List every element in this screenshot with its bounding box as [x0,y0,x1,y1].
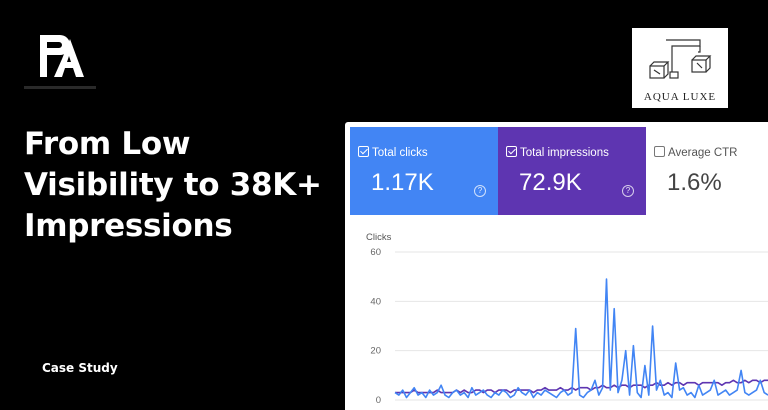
total-impressions-card[interactable]: Total impressions 72.9K ? [498,127,646,215]
average-ctr-value: 1.6% [667,169,722,196]
client-brand-name: AQUA LUXE [643,91,717,103]
total-impressions-value: 72.9K [519,169,582,196]
checkbox-icon[interactable] [358,146,369,157]
y-tick-label: 20 [370,346,381,357]
total-clicks-card[interactable]: Total clicks 1.17K ? [350,127,498,215]
client-logo: AQUA LUXE [632,28,728,108]
help-icon[interactable]: ? [474,185,486,197]
total-clicks-value: 1.17K [371,169,434,196]
total-clicks-label: Total clicks [372,147,428,159]
average-ctr-label: Average CTR [668,147,738,159]
headline: From Low Visibility to 38K+ Impressions [24,124,344,247]
total-impressions-label: Total impressions [520,147,609,159]
headline-line-2: Visibility to 38K+ [24,167,322,203]
headline-line-1: From Low [24,126,191,162]
y-axis-title: Clicks [366,232,392,243]
y-tick-label: 40 [370,296,381,307]
average-ctr-card[interactable]: Average CTR 1.6% [646,127,768,215]
logo-tagline [24,86,96,89]
checkbox-icon[interactable] [506,146,517,157]
clicks-series-line [394,278,768,399]
headline-line-3: Impressions [24,208,233,244]
y-tick-label: 60 [370,247,381,258]
y-tick-label: 0 [376,395,381,406]
faucet-icon [649,39,712,79]
checkbox-icon[interactable] [654,146,665,157]
search-console-panel: Total clicks 1.17K ? Total impressions 7… [345,122,768,410]
help-icon[interactable]: ? [622,185,634,197]
clicks-chart: Clicks 60 40 20 0 [366,232,768,406]
case-study-label: Case Study [42,361,118,375]
company-logo [40,35,84,77]
